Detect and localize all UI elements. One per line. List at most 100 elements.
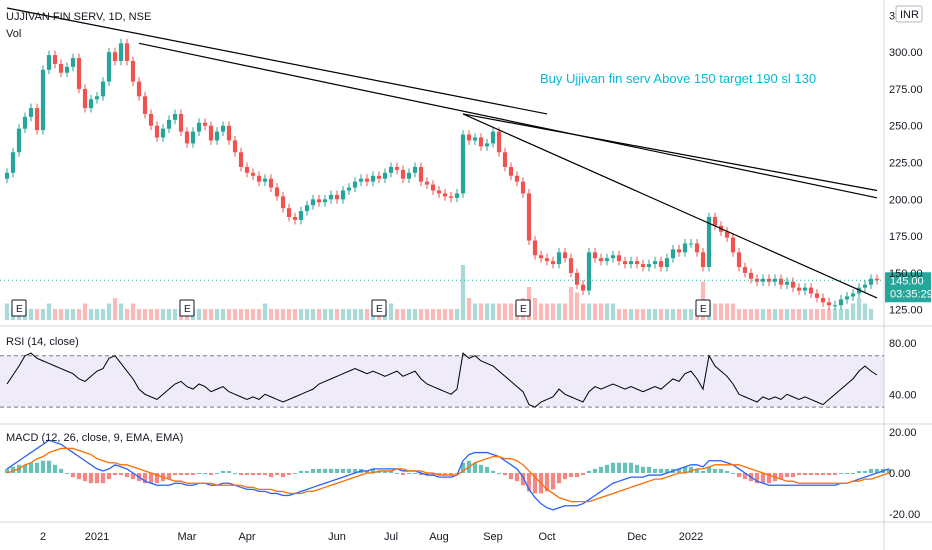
macd-histogram-bar: [832, 473, 838, 476]
macd-histogram-bar: [634, 464, 640, 473]
candle-body: [58, 63, 64, 73]
macd-histogram-bar: [724, 470, 730, 473]
macd-tick-label: -20.00: [889, 509, 920, 521]
macd-histogram-bar: [544, 473, 550, 492]
last-price-tag: [885, 272, 931, 303]
symbol-title[interactable]: UJJIVAN FIN SERV, 1D, NSE: [6, 11, 151, 23]
candle-body: [454, 193, 460, 198]
candle-body: [538, 255, 544, 259]
time-tick-label: Sep: [483, 531, 503, 543]
macd-histogram-bar: [298, 470, 304, 473]
macd-pane[interactable]: [4, 439, 892, 511]
volume-bar: [124, 309, 130, 320]
candle-body: [568, 258, 574, 273]
candle-body: [184, 131, 190, 144]
candle-body: [760, 278, 766, 282]
candle-body: [712, 216, 718, 226]
rsi-label[interactable]: RSI (14, close): [6, 336, 79, 348]
volume-bar: [196, 309, 202, 320]
volume-bar: [808, 309, 814, 320]
volume-bar: [712, 303, 718, 320]
candle-body: [262, 178, 268, 182]
macd-histogram-bar: [376, 470, 382, 473]
candle-body: [706, 216, 712, 268]
volume-bar: [532, 298, 538, 320]
macd-label[interactable]: MACD (12, 26, close, 9, EMA, EMA): [6, 432, 183, 444]
candle-body: [652, 261, 658, 265]
candle-body: [490, 131, 496, 144]
candle-body: [382, 172, 388, 179]
macd-histogram-bar: [406, 473, 412, 474]
macd-histogram-bar: [148, 473, 154, 484]
candle-body: [604, 258, 610, 262]
candle-body: [784, 281, 790, 285]
macd-histogram-bar: [310, 468, 316, 473]
candle-body: [598, 258, 604, 262]
candle-body: [532, 240, 538, 256]
candle-body: [526, 193, 532, 241]
candle-body: [442, 193, 448, 197]
candle-body: [244, 166, 250, 173]
volume-bar: [820, 309, 826, 320]
time-tick-label: Mar: [178, 531, 197, 543]
volume-bar: [814, 309, 820, 320]
candle-body: [820, 297, 826, 303]
volume-bar: [496, 303, 502, 320]
time-tick-label: 2022: [679, 531, 703, 543]
candle-body: [664, 258, 670, 268]
macd-line: [6, 439, 890, 511]
macd-histogram-bar: [886, 468, 892, 473]
volume-bar: [166, 309, 172, 320]
candle-body: [316, 199, 322, 203]
candle-body: [286, 208, 292, 217]
volume-bar: [172, 309, 178, 320]
candle-body: [364, 178, 370, 182]
volume-bar: [154, 309, 160, 320]
candle-body: [772, 278, 778, 282]
rsi-pane[interactable]: [0, 352, 884, 408]
volume-bar: [406, 309, 412, 320]
currency-badge[interactable]: [895, 5, 923, 23]
volume-label[interactable]: Vol: [6, 28, 21, 40]
volume-bar: [226, 309, 232, 320]
annotation-text[interactable]: Buy Ujjivan fin serv Above 150 target 19…: [540, 71, 816, 86]
candle-body: [76, 58, 82, 89]
candle-body: [34, 108, 40, 131]
candle-body: [340, 190, 346, 200]
candle-body: [424, 181, 430, 185]
macd-histogram-bar: [214, 473, 220, 474]
volume-bar: [94, 309, 100, 320]
macd-histogram-bar: [370, 468, 376, 473]
trendlines[interactable]: [6, 7, 878, 299]
candle-body: [28, 108, 34, 117]
macd-histogram-bar: [130, 473, 136, 480]
candle-body: [10, 152, 16, 173]
candle-body: [748, 272, 754, 279]
volume-bar: [586, 303, 592, 320]
candle-body: [136, 81, 142, 97]
candle-body: [412, 166, 418, 173]
candle-body: [616, 255, 622, 262]
volume-bar: [568, 287, 574, 320]
volume-bar: [616, 309, 622, 320]
macd-histogram-bar: [862, 470, 868, 473]
volume-bar: [676, 309, 682, 320]
candle-body: [778, 278, 784, 285]
volume-bar: [136, 309, 142, 320]
volume-bar: [790, 309, 796, 320]
macd-histogram-bar: [652, 468, 658, 473]
macd-histogram-bar: [568, 473, 574, 478]
macd-histogram-bar: [622, 462, 628, 473]
macd-histogram-bar: [586, 470, 592, 473]
macd-histogram-bar: [796, 473, 802, 476]
candle-body: [40, 69, 46, 131]
volume-bar: [622, 309, 628, 320]
time-tick-label: 2: [40, 531, 46, 543]
volume-bar: [130, 303, 136, 320]
macd-histogram-bar: [154, 473, 160, 484]
volume-bar: [280, 309, 286, 320]
macd-histogram-bar: [256, 473, 262, 476]
